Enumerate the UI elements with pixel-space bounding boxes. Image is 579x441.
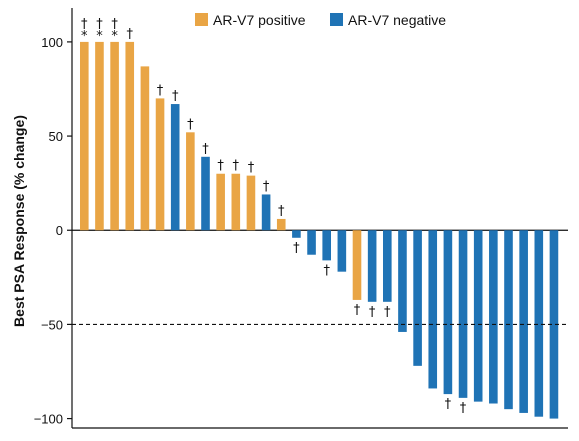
dagger-marker: † (293, 241, 300, 256)
y-tick-label: 100 (41, 35, 63, 50)
asterisk-marker: * (111, 29, 118, 44)
bar (201, 156, 210, 231)
bar (367, 230, 377, 302)
bar (337, 230, 347, 272)
bar (352, 230, 362, 300)
bar (322, 230, 331, 261)
bar (428, 230, 438, 389)
bar (443, 230, 453, 395)
dagger-marker: † (172, 89, 179, 104)
dagger-marker: † (157, 83, 164, 98)
legend-swatch-ar-v7-negative (330, 13, 343, 26)
dagger-marker: † (384, 305, 391, 320)
dagger-marker: † (278, 204, 285, 219)
y-tick-label: −50 (41, 317, 63, 332)
bar (246, 175, 256, 231)
bar (504, 230, 513, 410)
dagger-marker: † (323, 263, 330, 278)
bar (276, 218, 286, 231)
bar (473, 230, 483, 402)
bar (398, 230, 407, 332)
bar (140, 66, 150, 231)
asterisk-marker: * (96, 29, 103, 44)
bar (489, 230, 498, 404)
chart-legend: AR-V7 positive AR-V7 negative (195, 12, 446, 28)
legend-swatch-ar-v7-positive (195, 13, 208, 26)
y-tick-label: −100 (34, 412, 63, 427)
dagger-marker: † (81, 17, 88, 32)
dagger-marker: † (263, 179, 270, 194)
bar (307, 230, 316, 255)
bar (458, 230, 468, 398)
bar (155, 98, 165, 231)
dagger-marker: † (127, 27, 134, 42)
bar (519, 230, 528, 413)
dagger-marker: † (445, 397, 452, 412)
dagger-marker: † (233, 159, 240, 174)
bar (170, 104, 180, 231)
bar (261, 194, 271, 231)
bar (413, 230, 422, 366)
dagger-marker: † (96, 17, 103, 32)
dagger-marker: † (354, 303, 361, 318)
bar (534, 230, 544, 417)
dagger-marker: † (187, 117, 194, 132)
bar (80, 41, 89, 231)
dagger-marker: † (202, 142, 209, 157)
bar (95, 41, 104, 231)
y-axis-title: Best PSA Response (% change) (11, 115, 27, 327)
bar (231, 173, 241, 231)
bar (110, 41, 119, 231)
dagger-marker: † (369, 305, 376, 320)
bar (549, 230, 559, 419)
dagger-marker: † (248, 161, 255, 176)
y-tick-label: 50 (49, 129, 63, 144)
y-tick-label: 0 (56, 223, 63, 238)
bar (383, 230, 392, 302)
legend-label-ar-v7-negative: AR-V7 negative (348, 12, 446, 28)
bar (292, 230, 301, 238)
bar (125, 41, 135, 231)
bar (216, 173, 225, 231)
asterisk-marker: * (81, 29, 88, 44)
bar (186, 132, 195, 231)
dagger-marker: † (217, 159, 224, 174)
dagger-marker: † (111, 17, 118, 32)
legend-label-ar-v7-positive: AR-V7 positive (213, 12, 306, 28)
dagger-marker: † (460, 401, 467, 416)
